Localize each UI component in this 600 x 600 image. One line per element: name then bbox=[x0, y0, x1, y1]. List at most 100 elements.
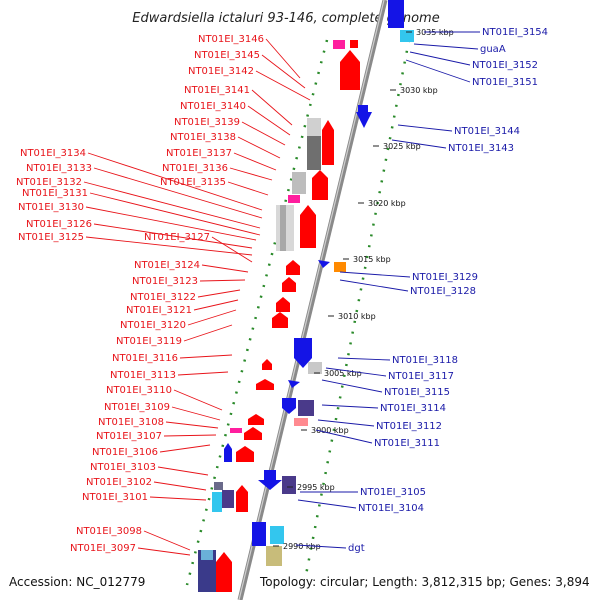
label-leader-line bbox=[227, 181, 269, 196]
cds-block bbox=[252, 522, 266, 546]
label-leader-line bbox=[339, 271, 411, 278]
gene-label-left: NT01EI_3124 bbox=[134, 260, 200, 271]
tick-label: 2990 kbp bbox=[283, 542, 321, 551]
label-leader-line bbox=[391, 139, 447, 149]
backbone-line bbox=[237, 0, 388, 600]
cds-arrow bbox=[312, 170, 328, 200]
cds-arrow bbox=[216, 552, 232, 592]
label-leader-line bbox=[295, 544, 347, 549]
misc-feature bbox=[280, 205, 286, 251]
cds-arrow bbox=[244, 427, 262, 440]
label-leader-line bbox=[89, 192, 261, 236]
trna-gene bbox=[270, 526, 284, 544]
misc-feature bbox=[308, 362, 322, 374]
cds-arrow bbox=[294, 338, 312, 368]
gene-label-left: NT01EI_3113 bbox=[110, 370, 176, 381]
gene-block bbox=[334, 262, 346, 272]
cds-arrow bbox=[356, 105, 372, 128]
label-leader-line bbox=[153, 481, 207, 491]
gene-label-left: NT01EI_3122 bbox=[130, 292, 196, 303]
cds-arrow bbox=[286, 260, 300, 275]
gene-label-right: NT01EI_3129 bbox=[412, 272, 478, 283]
gene-label-left: NT01EI_3142 bbox=[188, 66, 254, 77]
gene-label-left: NT01EI_3126 bbox=[26, 219, 92, 230]
label-leader-line bbox=[247, 105, 291, 136]
gene-label-right: guaA bbox=[480, 44, 506, 55]
label-leader-line bbox=[173, 389, 223, 411]
tick-label: 3025 kbp bbox=[383, 142, 421, 151]
cds-arrow bbox=[322, 120, 334, 165]
label-leader-line bbox=[201, 264, 249, 273]
label-leader-line bbox=[197, 289, 241, 298]
gene-label-right: NT01EI_3114 bbox=[380, 403, 446, 414]
gene-block bbox=[222, 490, 234, 508]
gene-label-right: NT01EI_3104 bbox=[358, 503, 424, 514]
label-leader-line bbox=[93, 167, 263, 219]
gene-label-left: NT01EI_3136 bbox=[162, 163, 228, 174]
label-leader-line bbox=[165, 421, 219, 429]
gene-label-right: NT01EI_3115 bbox=[384, 387, 450, 398]
rrna-gene bbox=[333, 40, 345, 49]
gene-label-left: NT01EI_3110 bbox=[106, 385, 172, 396]
cds-arrow bbox=[282, 398, 296, 414]
label-leader-line bbox=[405, 59, 471, 83]
tick-label: 3015 kbp bbox=[353, 255, 391, 264]
label-leader-line bbox=[265, 38, 301, 79]
gene-block bbox=[298, 400, 314, 416]
label-leader-line bbox=[193, 299, 239, 311]
rrna-gene bbox=[288, 195, 300, 203]
label-leader-line bbox=[149, 496, 207, 501]
label-leader-line bbox=[297, 499, 357, 509]
gene-label-left: NT01EI_3134 bbox=[20, 148, 86, 159]
gene-label-left: NT01EI_3133 bbox=[26, 163, 92, 174]
accession-text: Accession: NC_012779 bbox=[9, 575, 145, 589]
label-leader-line bbox=[183, 324, 233, 342]
label-leader-line bbox=[179, 354, 233, 359]
gene-label-left: NT01EI_3141 bbox=[184, 85, 250, 96]
label-leader-line bbox=[255, 70, 311, 101]
misc-feature bbox=[307, 118, 321, 136]
gene-block bbox=[214, 482, 223, 490]
gene-label-left: NT01EI_3102 bbox=[86, 477, 152, 488]
cds-arrow bbox=[300, 205, 316, 248]
label-leader-line bbox=[199, 279, 246, 282]
gene-label-left: NT01EI_3121 bbox=[126, 305, 192, 316]
gene-block bbox=[350, 40, 358, 48]
tick-label: 3010 kbp bbox=[338, 312, 376, 321]
gene-label-left: NT01EI_3106 bbox=[92, 447, 158, 458]
label-leader-line bbox=[177, 371, 229, 376]
gene-label-right: NT01EI_3105 bbox=[360, 487, 426, 498]
gene-label-right: NT01EI_3144 bbox=[454, 126, 520, 137]
label-leader-line bbox=[317, 419, 375, 427]
gene-label-left: NT01EI_3146 bbox=[198, 34, 264, 45]
gene-label-left: NT01EI_3098 bbox=[76, 526, 142, 537]
leader-lines bbox=[83, 31, 480, 556]
cds-arrow bbox=[236, 446, 254, 462]
label-leader-line bbox=[85, 206, 257, 241]
label-leader-line bbox=[409, 51, 471, 66]
label-leader-line bbox=[397, 124, 453, 132]
label-leader-line bbox=[157, 466, 209, 476]
gene-label-left: NT01EI_3135 bbox=[160, 177, 226, 188]
gene-block bbox=[282, 476, 296, 494]
gene-label-left: NT01EI_3120 bbox=[120, 320, 186, 331]
cds-block bbox=[388, 0, 404, 28]
label-leader-line bbox=[315, 429, 373, 444]
gene-label-left: NT01EI_3097 bbox=[70, 543, 136, 554]
cds-arrow bbox=[258, 470, 282, 490]
right-label-column: NT01EI_3154 guaA NT01EI_3152 NT01EI_3151 NT0… bbox=[348, 27, 548, 554]
rrna-gene bbox=[294, 418, 308, 426]
label-leader-line bbox=[413, 43, 479, 50]
gene-label-left: NT01EI_3101 bbox=[82, 492, 148, 503]
tick-label: 3020 kbp bbox=[368, 199, 406, 208]
label-leader-line bbox=[339, 279, 409, 292]
gene-label-left: NT01EI_3103 bbox=[90, 462, 156, 473]
gene-label-right: NT01EI_3118 bbox=[392, 355, 458, 366]
gene-label-left: NT01EI_3125 bbox=[18, 232, 84, 243]
cds-arrow bbox=[256, 379, 274, 390]
gene-label-right: NT01EI_3151 bbox=[472, 77, 538, 88]
label-leader-line bbox=[159, 444, 211, 453]
gene-label-left: NT01EI_3131 bbox=[22, 188, 88, 199]
reverse-strand-genes bbox=[198, 40, 360, 592]
